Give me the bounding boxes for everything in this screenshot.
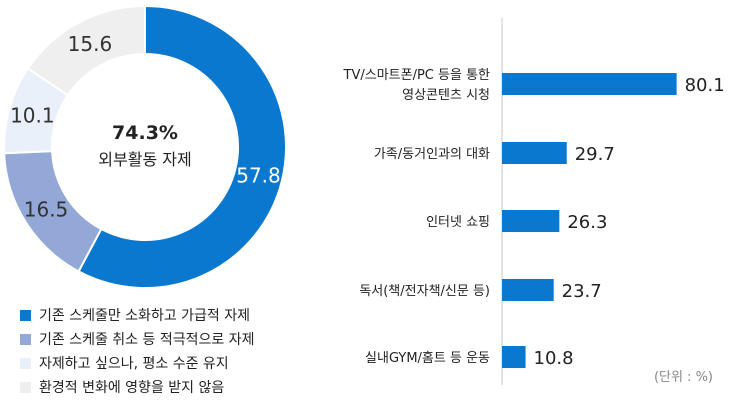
legend-swatch bbox=[20, 309, 31, 321]
legend-label: 자제하고 싶으나, 평소 수준 유지 bbox=[39, 356, 229, 372]
legend-swatch bbox=[20, 333, 31, 345]
unit-label: (단위 : %) bbox=[653, 370, 713, 385]
legend-item: 환경적 변화에 영향을 받지 않음 bbox=[20, 375, 310, 399]
slice-label: 10.1 bbox=[10, 103, 55, 127]
legend-item: 자제하고 싶으나, 평소 수준 유지 bbox=[20, 351, 310, 375]
donut-legend: 기존 스케줄만 소화하고 가급적 자제 기존 스케줄 취소 등 적극적으로 자제… bbox=[20, 303, 310, 399]
bar-value-label: 10.8 bbox=[534, 348, 574, 369]
category-label: 인터넷 쇼핑 bbox=[426, 215, 490, 230]
bar bbox=[502, 279, 554, 301]
bar-value-label: 26.3 bbox=[567, 212, 607, 233]
legend-swatch bbox=[20, 357, 31, 369]
legend-item: 기존 스케줄만 소화하고 가급적 자제 bbox=[20, 303, 310, 327]
bar-value-label: 23.7 bbox=[562, 281, 602, 302]
donut-slice bbox=[26, 4, 146, 97]
legend-swatch bbox=[20, 381, 31, 393]
donut-slice bbox=[77, 4, 287, 289]
slice-label: 15.6 bbox=[68, 32, 113, 56]
bar bbox=[502, 73, 677, 95]
category-label: 가족/동거인과의 대화 bbox=[374, 147, 490, 162]
bar-value-label: 80.1 bbox=[685, 75, 725, 96]
bar bbox=[502, 210, 560, 232]
legend-item: 기존 스케줄 취소 등 적극적으로 자제 bbox=[20, 327, 310, 351]
bar bbox=[502, 346, 526, 368]
category-label: 영상콘텐츠 시청 bbox=[402, 88, 490, 103]
slice-label: 57.8 bbox=[236, 163, 281, 187]
center-label: 외부활동 자제 bbox=[98, 150, 191, 169]
bar bbox=[502, 142, 567, 164]
donut-chart: 57.8 16.5 10.1 15.6 74.3% 외부활동 자제 bbox=[3, 4, 287, 289]
legend-label: 환경적 변화에 영향을 받지 않음 bbox=[39, 380, 225, 396]
legend-label: 기존 스케줄 취소 등 적극적으로 자제 bbox=[39, 332, 255, 348]
legend-label: 기존 스케줄만 소화하고 가급적 자제 bbox=[39, 308, 250, 324]
slice-label: 16.5 bbox=[24, 197, 69, 221]
center-value: 74.3% bbox=[112, 122, 178, 144]
category-label: 독서(책/전자책/신문 등) bbox=[359, 284, 490, 299]
category-label: TV/스마트폰/PC 등을 통한 bbox=[343, 68, 490, 83]
bar-value-label: 29.7 bbox=[575, 144, 615, 165]
category-label: 실내GYM/홈트 등 운동 bbox=[365, 351, 490, 366]
